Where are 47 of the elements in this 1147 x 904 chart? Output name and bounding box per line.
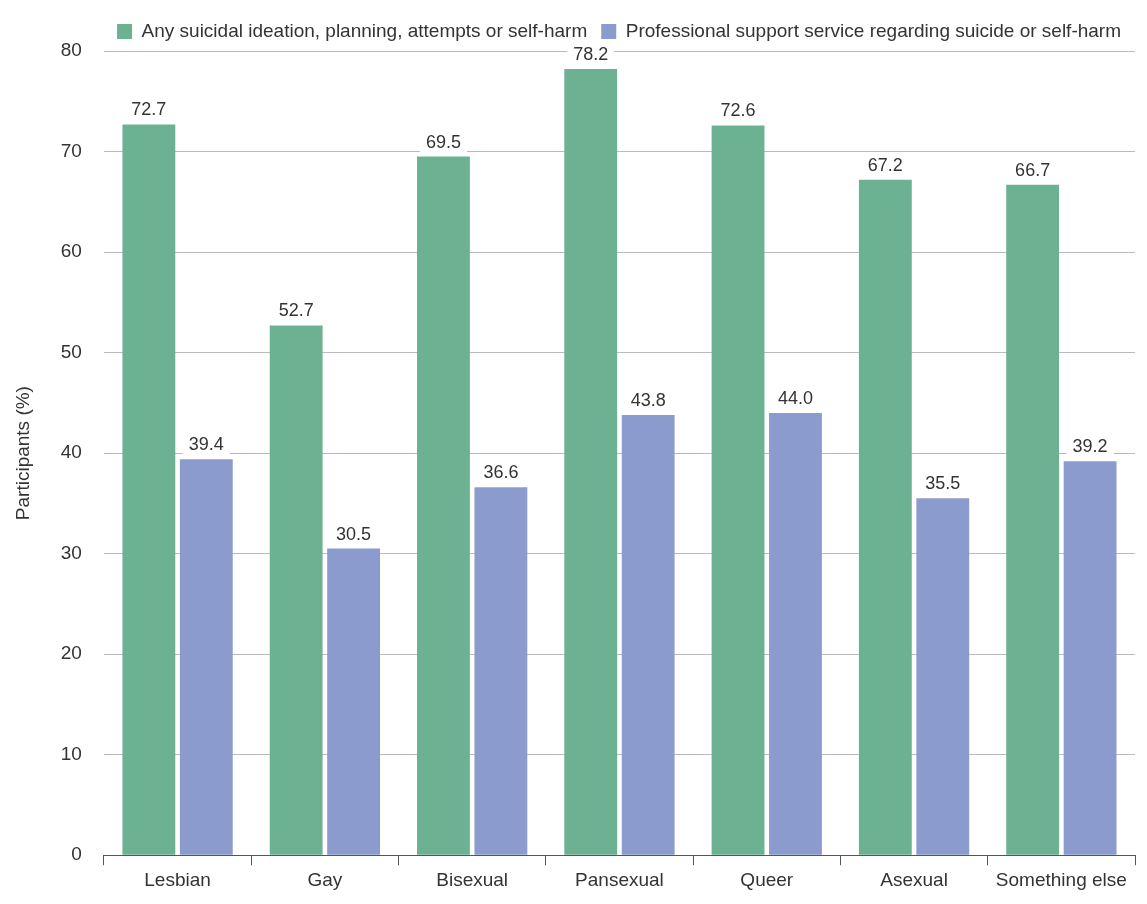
data-label: 72.7 (131, 99, 167, 120)
bar (269, 325, 323, 855)
bar (1063, 461, 1117, 855)
data-label: 30.5 (336, 523, 372, 544)
x-tick-label: Gay (307, 868, 343, 890)
x-tick-label: Something else (995, 868, 1127, 890)
y-tick-label: 0 (71, 843, 82, 865)
data-label: 43.8 (630, 389, 666, 410)
bar (916, 498, 970, 855)
data-label: 44.0 (777, 387, 814, 408)
bar (122, 124, 176, 855)
x-tick-label: Queer (740, 868, 794, 890)
bar (327, 548, 381, 855)
y-tick-label: 80 (60, 39, 82, 61)
legend-label: Professional support service regarding suicide or self-harm (625, 19, 1121, 41)
bar (417, 156, 470, 855)
data-label: 39.2 (1072, 436, 1108, 457)
y-tick-label: 20 (60, 642, 82, 664)
y-axis-title: Participants (%) (11, 386, 33, 521)
bar (769, 412, 822, 855)
data-label: 78.2 (573, 44, 609, 65)
data-label: 69.5 (425, 131, 461, 152)
bar (179, 459, 233, 855)
y-tick-label: 10 (60, 742, 82, 764)
bar (621, 414, 675, 855)
y-tick-label: 60 (60, 240, 82, 262)
bar (1006, 184, 1060, 855)
bar (474, 487, 528, 855)
bar (564, 69, 618, 855)
y-tick-label: 70 (60, 139, 82, 161)
data-label: 39.4 (188, 434, 224, 455)
bar (711, 125, 765, 855)
data-label: 52.7 (278, 300, 314, 321)
x-tick-label: Lesbian (144, 868, 211, 890)
x-tick-label: Bisexual (436, 868, 509, 890)
y-tick-label: 40 (60, 441, 82, 463)
data-label: 72.6 (720, 100, 756, 121)
data-label: 36.6 (483, 462, 519, 483)
legend-label: Any suicidal ideation, planning, attempts or self-harm (141, 19, 588, 41)
data-label: 67.2 (867, 154, 903, 175)
y-tick-label: 30 (60, 541, 82, 563)
x-tick-label: Pansexual (575, 868, 664, 890)
bar (858, 179, 912, 855)
x-tick-label: Asexual (880, 868, 948, 890)
y-tick-label: 50 (60, 340, 82, 362)
data-label: 66.7 (1015, 159, 1051, 180)
data-label: 35.5 (925, 473, 961, 494)
